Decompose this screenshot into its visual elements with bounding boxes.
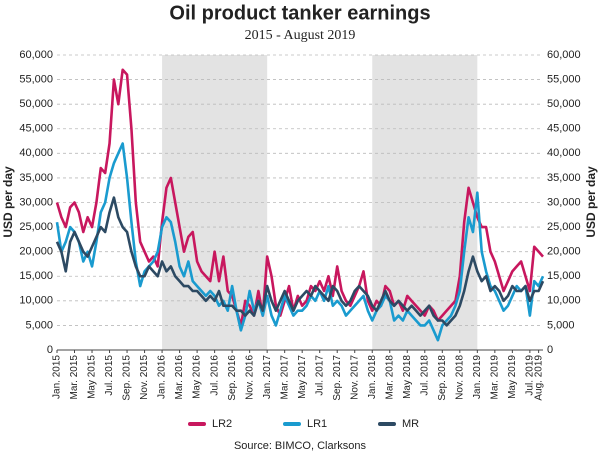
legend-label: LR2: [212, 418, 232, 430]
x-tick-label: May 2018: [402, 355, 413, 399]
y2-tick-label: 20,000: [547, 246, 581, 258]
x-tick-label: Mar. 2017: [279, 355, 290, 400]
y2-axis-title: USD per day: [584, 166, 598, 238]
y-tick-label: 60,000: [19, 49, 53, 61]
series-line: [55, 196, 545, 327]
series-line: [55, 68, 544, 327]
x-tick-label: Nov. 2018: [454, 355, 465, 400]
x-tick-label: Jul. 2019: [525, 355, 536, 396]
x-tick-label: Jan. 2018: [367, 355, 378, 399]
x-tick-label: Sep. 2017: [332, 355, 343, 401]
x-tick-label: Sep. 2016: [227, 355, 238, 401]
x-tick-label: Jul. 2016: [209, 355, 220, 396]
y-tick-label: 55,000: [19, 73, 53, 85]
y-tick-label: 10,000: [19, 295, 53, 307]
x-tick-label: Nov. 2016: [244, 355, 255, 400]
x-tick-label: Mar. 2016: [174, 355, 185, 400]
y2-tick-label: 0: [547, 344, 553, 356]
y2-tick-label: 45,000: [547, 123, 581, 135]
x-tick-label: Jan. 2015: [52, 355, 63, 399]
y-tick-label: 35,000: [19, 172, 53, 184]
legend-label: MR: [402, 418, 419, 430]
x-tick-label: Jan. 2017: [262, 355, 273, 399]
x-tick-label: Jan. 2019: [472, 355, 483, 399]
x-tick-label: Nov. 2015: [139, 355, 150, 400]
y2-tick-label: 60,000: [547, 49, 581, 61]
y2-tick-label: 40,000: [547, 147, 581, 159]
y-tick-label: 45,000: [19, 123, 53, 135]
x-tick-label: May 2015: [87, 355, 98, 399]
x-tick-label: Sep. 2018: [437, 355, 448, 401]
y2-tick-label: 55,000: [547, 73, 581, 85]
y-tick-label: 50,000: [19, 98, 53, 110]
y-tick-label: 40,000: [19, 147, 53, 159]
y2-tick-label: 30,000: [547, 196, 581, 208]
y-tick-label: 20,000: [19, 246, 53, 258]
x-tick-label: Aug. 2019: [533, 355, 544, 401]
y-tick-label: 30,000: [19, 196, 53, 208]
y-tick-label: 5,000: [25, 319, 53, 331]
x-tick-label: Mar. 2018: [384, 355, 395, 400]
y-tick-label: 0: [47, 344, 53, 356]
y2-tick-label: 25,000: [547, 221, 581, 233]
y-tick-label: 15,000: [19, 270, 53, 282]
y2-tick-label: 35,000: [547, 172, 581, 184]
y2-tick-label: 50,000: [547, 98, 581, 110]
x-tick-label: Sep. 2015: [122, 355, 133, 401]
x-tick-label: May 2016: [192, 355, 203, 399]
y2-tick-label: 15,000: [547, 270, 581, 282]
y2-tick-label: 10,000: [547, 295, 581, 307]
source-note: Source: BIMCO, Clarksons: [234, 440, 367, 452]
x-tick-label: Mar. 2019: [489, 355, 500, 400]
chart-title: Oil product tanker earnings: [169, 2, 430, 24]
y2-tick-label: 5,000: [547, 319, 575, 331]
x-tick-label: Mar. 2015: [69, 355, 80, 400]
x-tick-label: Jan. 2016: [157, 355, 168, 399]
chart-subtitle: 2015 - August 2019: [245, 28, 356, 43]
legend-label: LR1: [307, 418, 327, 430]
x-tick-label: May 2019: [507, 355, 518, 399]
x-tick-label: Jul. 2018: [419, 355, 430, 396]
y-tick-label: 25,000: [19, 221, 53, 233]
y-axis-title: USD per day: [1, 166, 15, 238]
x-tick-label: Nov. 2017: [349, 355, 360, 400]
x-tick-label: Jul. 2015: [104, 355, 115, 396]
x-tick-label: May 2017: [297, 355, 308, 399]
x-tick-label: Jul. 2017: [314, 355, 325, 396]
